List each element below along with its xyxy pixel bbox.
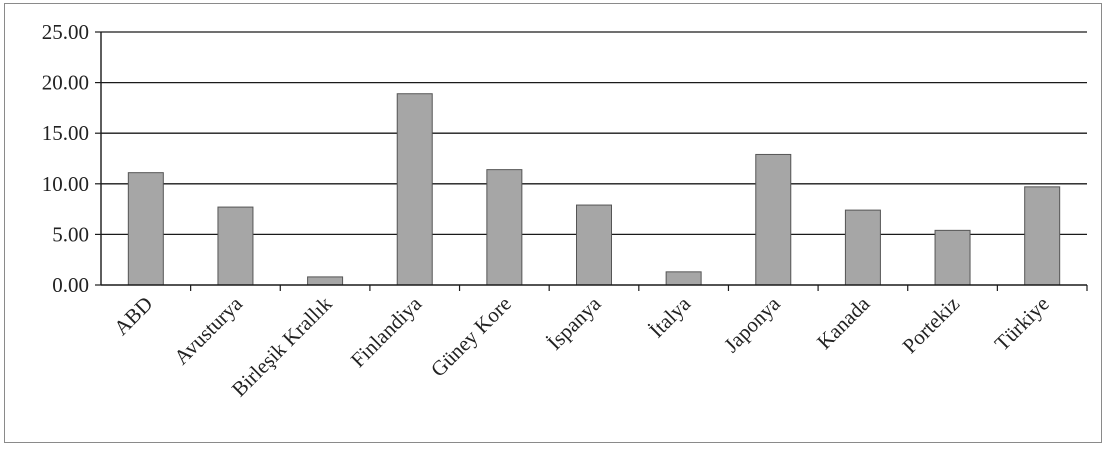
x-tick-label: Japonya [719, 291, 785, 357]
x-tick-label: Avusturya [169, 291, 247, 369]
chart-frame [4, 3, 1102, 443]
axes [95, 31, 1088, 291]
y-tick-label: 5.00 [52, 222, 89, 246]
bar [934, 229, 971, 286]
bar [307, 276, 344, 286]
bar [665, 271, 702, 286]
bar [844, 209, 881, 286]
gridlines [101, 31, 1087, 236]
bar [127, 172, 164, 286]
bar [217, 206, 254, 286]
y-tick-label: 25.00 [42, 20, 89, 44]
y-tick-label: 20.00 [42, 71, 89, 95]
bar [1024, 186, 1061, 286]
x-tick-label: Portekiz [898, 292, 964, 358]
x-tick-label: Güney Kore [426, 292, 516, 382]
x-tick-label: İspanya [542, 291, 606, 355]
bar [755, 153, 792, 286]
bar [396, 93, 433, 286]
bar [576, 204, 612, 286]
x-tick-label: İtalya [644, 291, 695, 342]
y-tick-label: 10.00 [42, 172, 89, 196]
bar [486, 169, 523, 286]
x-tick-label: Türkiye [990, 292, 1054, 356]
x-tick-label: Finlandiya [346, 291, 427, 372]
y-tick-label: 0.00 [52, 273, 89, 297]
y-tick-label: 15.00 [42, 121, 89, 145]
y-tick-labels: 0.00 5.00 10.00 15.00 20.00 25.00 [42, 20, 89, 297]
x-tick-label: ABD [109, 292, 157, 340]
bars [127, 93, 1061, 286]
x-tick-label: Kanada [812, 291, 875, 354]
